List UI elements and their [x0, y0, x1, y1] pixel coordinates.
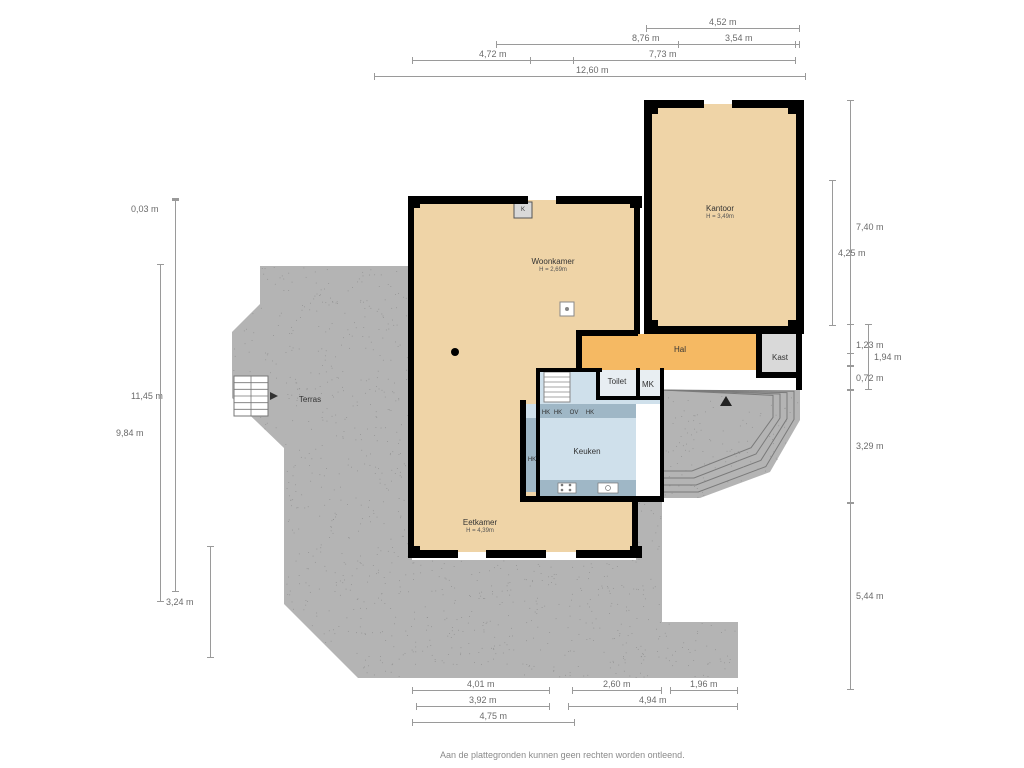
dimension-label: 9,84 m [116, 428, 144, 438]
dimension-line [210, 546, 211, 658]
dimension-line [850, 503, 851, 690]
dimension-label: 1,23 m [856, 340, 884, 350]
dimension-label: 4,75 m [480, 711, 508, 721]
dimension-label: 3,54 m [725, 33, 753, 43]
room-label-keuken: Keuken [573, 447, 600, 457]
dimension-label: 1,96 m [690, 679, 718, 689]
room-label-toilet: Toilet [608, 377, 627, 387]
dimension-line [850, 324, 851, 366]
dimension-line [572, 690, 662, 691]
dimension-label: 12,60 m [576, 65, 609, 75]
appliance-label: HK [554, 410, 562, 416]
dimension-line [850, 390, 851, 503]
dimension-label: 8,76 m [632, 33, 660, 43]
dimension-line [568, 706, 738, 707]
dimension-label: 1,94 m [874, 352, 902, 362]
dimension-label: 4,25 m [838, 248, 866, 258]
dimension-line [832, 180, 833, 326]
dimension-line [160, 264, 161, 602]
dimension-label: 0,72 m [856, 373, 884, 383]
dimension-line [412, 690, 550, 691]
dimension-line [416, 706, 550, 707]
dimension-label: 4,94 m [639, 695, 667, 705]
dimension-label: 3,92 m [469, 695, 497, 705]
appliance-label: K [521, 207, 525, 213]
dimension-label: 11,45 m [131, 391, 163, 401]
disclaimer-text: Aan de plattegronden kunnen geen rechten… [440, 750, 685, 760]
room-label-kast: Kast [772, 353, 788, 363]
appliance-label: HK [542, 410, 550, 416]
dimension-label: 4,52 m [709, 17, 737, 27]
room-label-mk: MK [642, 380, 654, 390]
dimension-line [850, 100, 851, 354]
dimension-label: 7,40 m [856, 222, 884, 232]
dimension-line [850, 366, 851, 390]
dimension-line [412, 722, 575, 723]
dimension-label: 2,60 m [603, 679, 631, 689]
room-label-woonkamer: WoonkamerH = 2,69m [532, 257, 575, 275]
floorplan-svg [0, 0, 1024, 768]
room-label-terras: Terras [299, 395, 321, 405]
dimension-label: 0,03 m [131, 204, 159, 214]
dimension-label: 4,72 m [479, 49, 507, 59]
dimension-line [374, 76, 806, 77]
room-label-hal: Hal [674, 345, 686, 355]
dimension-line [175, 200, 176, 592]
appliance-label: HK [586, 410, 594, 416]
dimension-label: 3,29 m [856, 441, 884, 451]
room-label-eetkamer: EetkamerH = 4,39m [463, 518, 497, 536]
dimension-line [670, 690, 738, 691]
dimension-line [678, 44, 800, 45]
appliance-label: OV [570, 410, 579, 416]
dimension-label: 7,73 m [649, 49, 677, 59]
room-label-kantoor: KantoorH = 3,49m [706, 204, 734, 222]
dimension-line [530, 60, 796, 61]
dimension-label: 3,24 m [166, 597, 194, 607]
floorplan-stage: 4,52 m 8,76 m 3,54 m 4,72 m 7,73 m 12,60 m 4,0… [0, 0, 1024, 768]
dimension-line [646, 28, 800, 29]
appliance-label: HK [528, 457, 536, 463]
dimension-label: 5,44 m [856, 591, 884, 601]
dimension-label: 4,01 m [467, 679, 495, 689]
